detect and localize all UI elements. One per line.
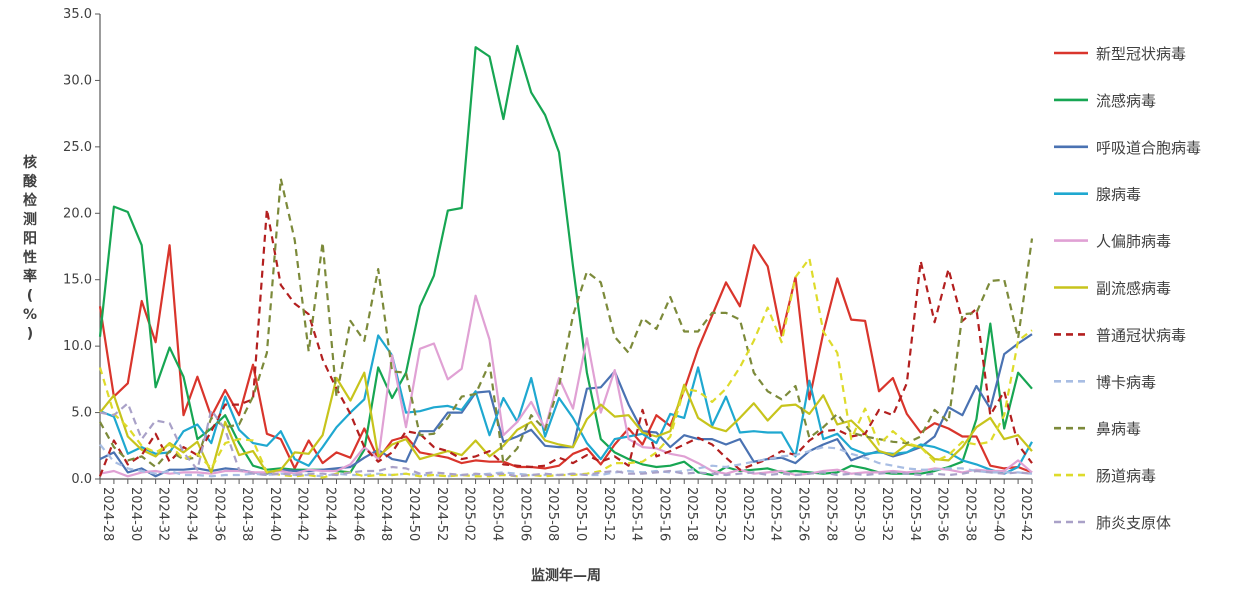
series-line-10	[98, 257, 1033, 479]
x-tick-label: 2025-28	[823, 487, 838, 541]
x-tick-label: 2025-18	[684, 487, 699, 541]
x-tick-label: 2024-34	[183, 487, 198, 541]
legend-label: 腺病毒	[1096, 186, 1141, 204]
legend-label: 流感病毒	[1096, 92, 1156, 110]
x-tick-label: 2024-32	[156, 487, 171, 541]
x-tick-label: 2024-38	[239, 487, 254, 541]
x-tick-label: 2025-12	[601, 487, 616, 541]
x-tick-label: 2024-46	[350, 487, 365, 541]
x-tick-label: 2025-38	[962, 487, 977, 541]
legend-label: 普通冠状病毒	[1096, 326, 1186, 344]
x-tick-label: 2025-30	[851, 487, 866, 541]
x-tick-label: 2024-42	[295, 487, 310, 541]
x-tick-label: 2025-34	[907, 487, 922, 541]
legend-label: 博卡病毒	[1096, 373, 1156, 391]
series-line-4	[99, 334, 1033, 475]
y-tick-label: 10.0	[63, 339, 92, 354]
x-tick-label: 2025-42	[1018, 487, 1033, 541]
x-tick-label: 2025-26	[796, 487, 811, 541]
series-lines	[98, 44, 1034, 479]
x-tick-label: 2024-50	[406, 487, 421, 541]
legend: 新型冠状病毒流感病毒呼吸道合胞病毒腺病毒人偏肺病毒副流感病毒普通冠状病毒博卡病毒…	[1054, 45, 1201, 532]
series-line-5	[99, 294, 1033, 478]
series-line-9	[99, 177, 1034, 469]
x-axis-title: 监测年—周	[531, 567, 601, 584]
x-tick-label: 2025-36	[935, 487, 950, 541]
y-axis: 0.0 5.0 10.0 15.0 20.0 25.0 30.0 35.0	[63, 7, 101, 487]
x-tick-label: 2025-16	[656, 487, 671, 541]
x-axis: 2024-28 2024-30 2024-32 2024-34 2024-36 2024-…	[99, 478, 1033, 541]
x-tick-label: 2025-20	[712, 487, 727, 541]
y-tick-label: 35.0	[63, 7, 92, 22]
x-tick-label: 2025-40	[990, 487, 1005, 541]
y-axis-title: 核酸检测阳性率(%)	[23, 154, 38, 342]
y-tick-label: 30.0	[63, 73, 92, 88]
series-line-8	[99, 443, 1033, 478]
legend-label: 新型冠状病毒	[1096, 45, 1186, 63]
x-tick-label: 2024-44	[323, 487, 338, 541]
x-tick-label: 2025-22	[740, 487, 755, 541]
series-line-6	[99, 371, 1033, 474]
x-tick-label: 2024-52	[434, 487, 449, 541]
x-tick-label: 2025-32	[879, 487, 894, 541]
y-tick-label: 25.0	[63, 140, 92, 155]
x-tick-label: 2024-36	[211, 487, 226, 541]
x-tick-label: 2025-24	[768, 487, 783, 541]
x-tick-label: 2024-28	[100, 487, 115, 541]
legend-label: 呼吸道合胞病毒	[1096, 139, 1201, 157]
x-tick-label: 2025-10	[573, 487, 588, 541]
x-tick-label: 2024-48	[378, 487, 393, 541]
legend-label: 人偏肺病毒	[1096, 233, 1171, 251]
x-tick-label: 2024-30	[128, 487, 143, 541]
legend-label: 副流感病毒	[1096, 280, 1171, 298]
legend-label: 肠道病毒	[1096, 467, 1156, 485]
x-tick-label: 2025-14	[629, 487, 644, 541]
legend-label: 肺炎支原体	[1096, 514, 1171, 532]
x-tick-label: 2024-40	[267, 487, 282, 541]
x-tick-label: 2025-08	[545, 487, 560, 541]
y-tick-label: 15.0	[63, 273, 92, 288]
y-tick-label: 5.0	[71, 406, 92, 421]
legend-label: 鼻病毒	[1096, 420, 1141, 438]
y-tick-label: 0.0	[71, 472, 92, 487]
x-tick-label: 2025-04	[489, 487, 504, 541]
x-tick-label: 2025-06	[517, 487, 532, 541]
x-tick-label: 2025-02	[462, 487, 477, 541]
series-line-7	[98, 208, 1033, 477]
y-tick-label: 20.0	[63, 206, 92, 221]
